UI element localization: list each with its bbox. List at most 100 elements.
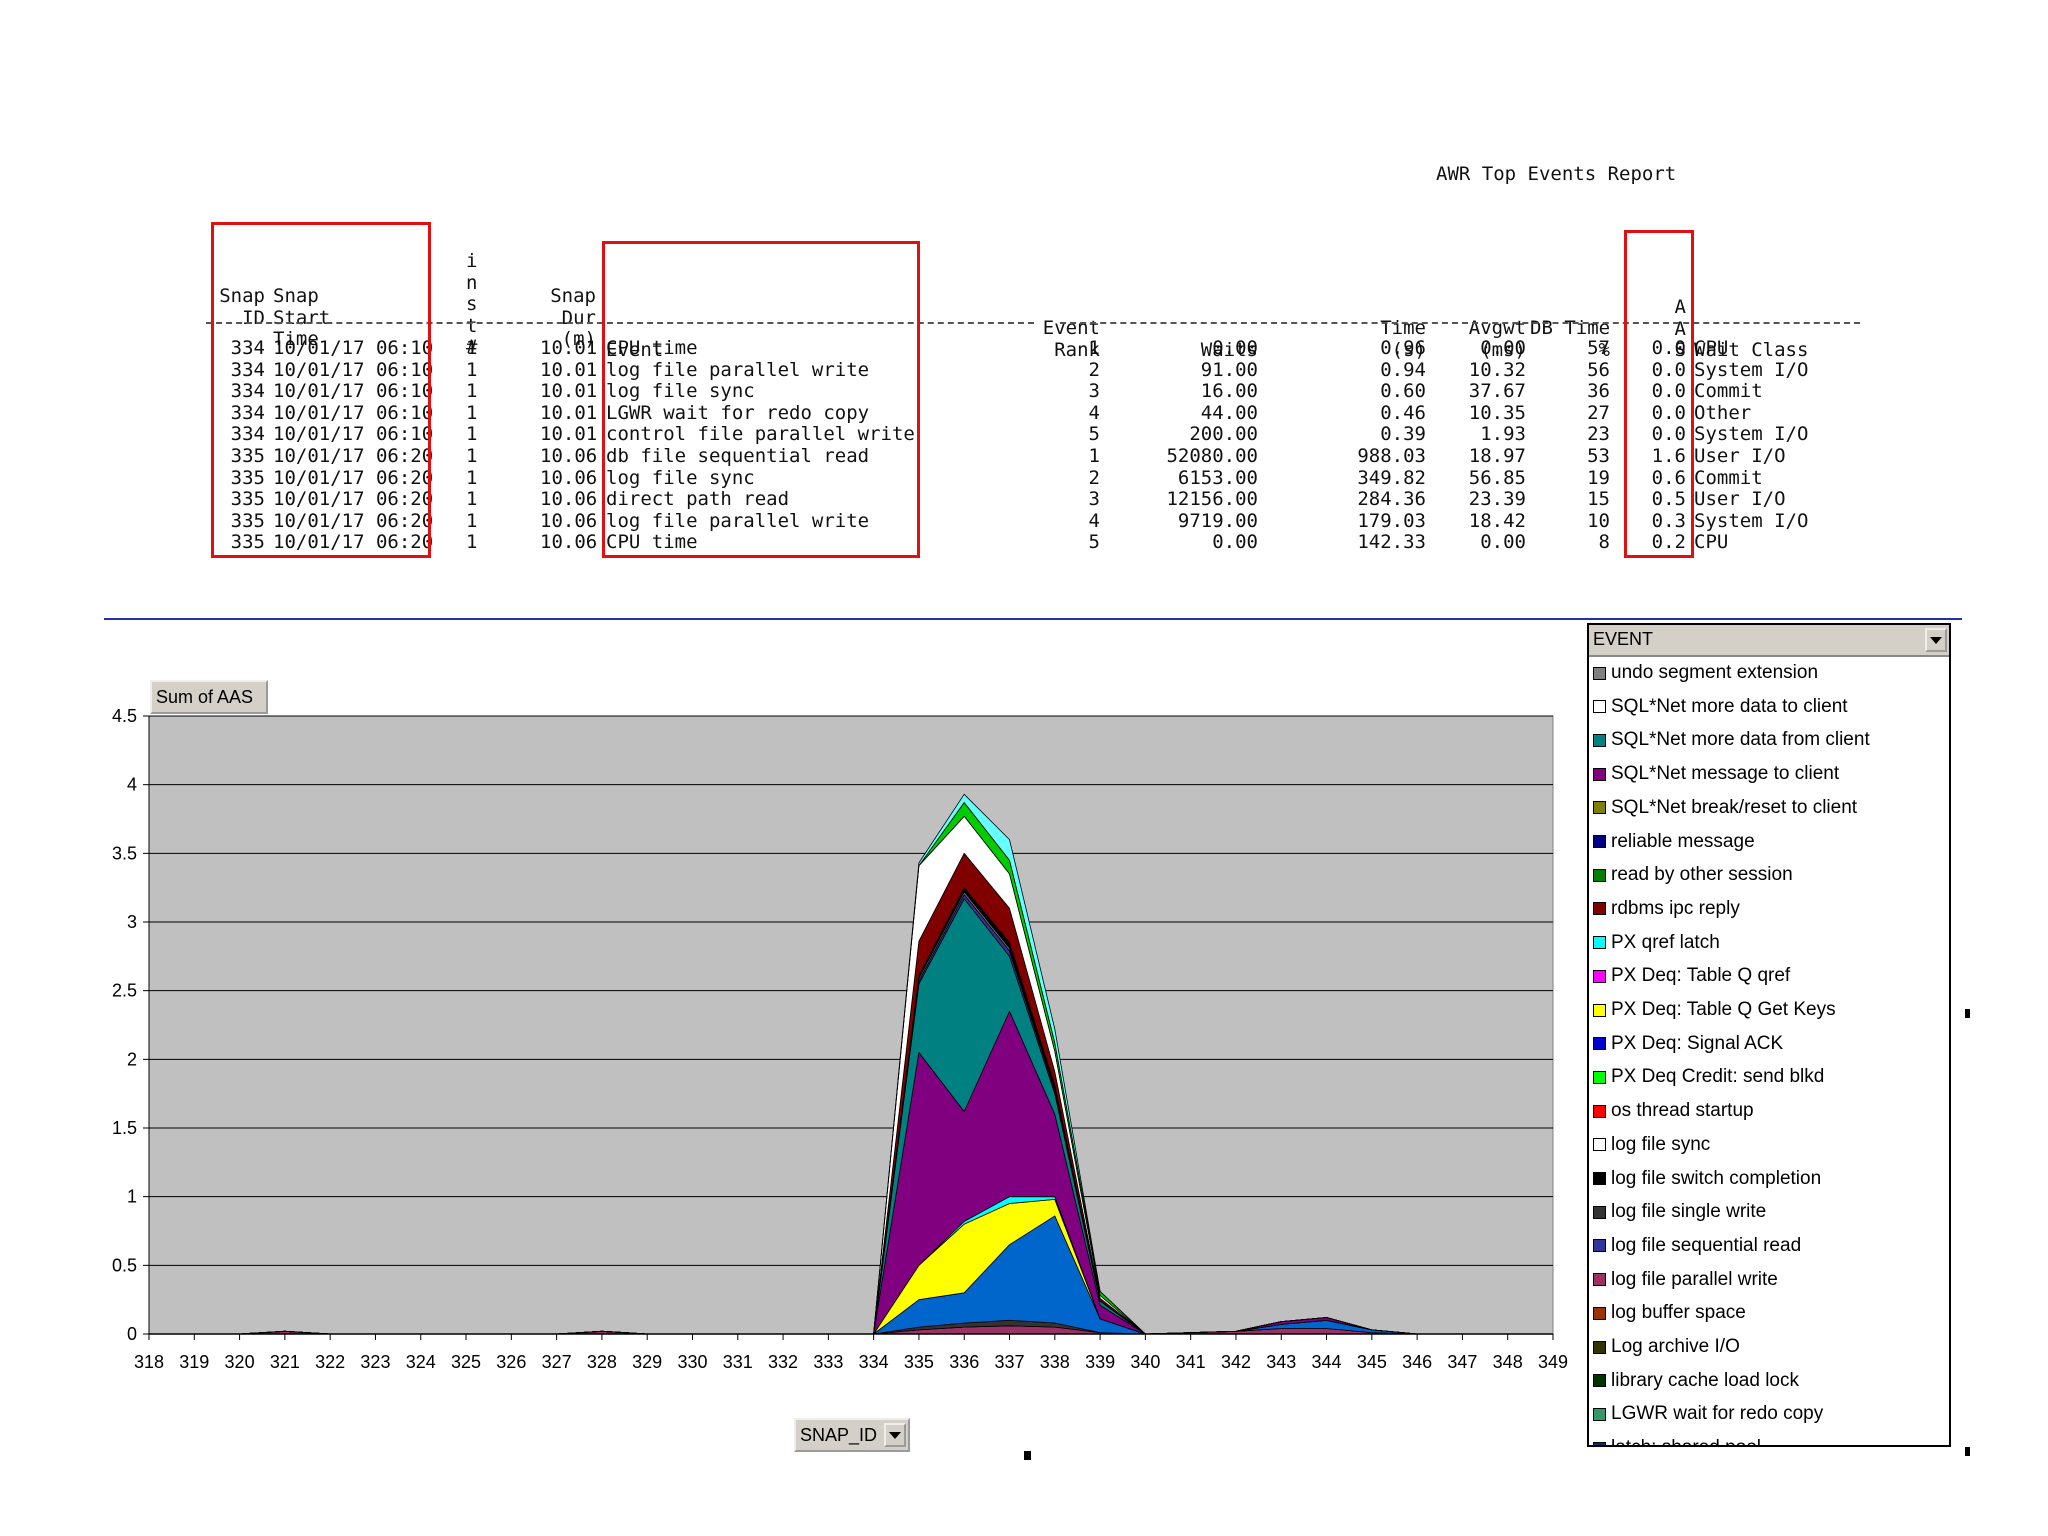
legend-swatch [1593,700,1606,714]
x-tick-label: 344 [1312,1352,1342,1372]
chevron-down-icon[interactable] [884,1423,906,1447]
legend-swatch [1593,767,1606,781]
legend-item[interactable]: read by other session [1593,859,1793,891]
wait-class-cell: User I/O [1694,488,1786,511]
report-title: AWR Top Events Report [1436,163,1677,185]
event-field-dropdown[interactable]: EVENT [1589,625,1949,657]
x-tick-label: 346 [1402,1352,1432,1372]
selection-handle[interactable] [1965,1009,1970,1018]
legend-item[interactable]: Log archive I/O [1593,1331,1740,1363]
time-cell: 349.82 [1357,466,1426,489]
legend-item[interactable]: PX Deq: Signal ACK [1593,1028,1783,1060]
snap-start-cell: 10/01/17 06:20 [273,488,434,511]
event-field-label: EVENT [1593,629,1654,649]
event-legend[interactable]: EVENT undo segment extension SQL*Net more… [1587,623,1951,1447]
legend-item[interactable]: log file sync [1593,1129,1710,1161]
x-tick-label: 335 [904,1352,934,1372]
legend-swatch [1593,1003,1606,1017]
legend-item[interactable]: LGWR wait for redo copy [1593,1398,1823,1430]
legend-item[interactable]: SQL*Net message to client [1593,758,1839,790]
event-rank-cell: 3 [1088,488,1100,511]
highlight-aas-column [1624,230,1694,558]
x-tick-label: 323 [360,1352,390,1372]
snap-id-cell: 335 [230,445,265,467]
event-cell: log file sync [606,380,755,403]
y-tick-label: 2.5 [112,981,137,1001]
x-tick-label: 321 [270,1352,300,1372]
aas-cell: 1.6 [1651,445,1686,467]
legend-swatch [1593,835,1606,848]
snap-id-field-label: SNAP_ID [800,1424,878,1445]
inst-cell: 1 [466,401,478,424]
legend-item[interactable]: reliable message [1593,826,1755,858]
legend-item[interactable]: PX Deq Credit: send blkd [1593,1061,1824,1093]
time-cell: 0.60 [1380,380,1426,403]
legend-swatch [1593,1407,1606,1421]
aas-cell: 0.5 [1651,488,1686,511]
legend-label: Log archive I/O [1611,1336,1740,1357]
snap-id-cell: 334 [230,401,265,424]
selection-handle[interactable] [1965,1447,1970,1456]
legend-swatch [1593,1037,1606,1051]
legend-label: SQL*Net message to client [1611,763,1840,785]
legend-item[interactable]: log file parallel write [1593,1264,1778,1296]
event-cell: CPU time [606,531,698,554]
legend-swatch [1593,1172,1606,1185]
avgwt-cell: 10.35 [1468,401,1526,424]
legend-item[interactable]: PX Deq: Table Q qref [1593,960,1790,992]
legend-item[interactable]: log file switch completion [1593,1163,1821,1195]
legend-label: log file switch completion [1611,1167,1822,1189]
y-tick-label: 0.5 [112,1255,137,1275]
selection-handle[interactable] [1024,1451,1031,1460]
waits-cell: 0.00 [1212,531,1258,554]
x-tick-label: 331 [723,1352,753,1372]
x-tick-label: 333 [813,1352,843,1372]
waits-cell: 12156.00 [1166,488,1258,511]
y-tick-label: 3 [127,912,137,932]
legend-swatch [1593,733,1606,747]
event-rank-cell: 1 [1088,337,1100,359]
aas-cell: 0.0 [1651,423,1686,446]
sum-of-aas-field-button[interactable]: Sum of AAS [150,680,268,714]
y-tick-label: 3.5 [112,843,137,863]
snap-start-cell: 10/01/17 06:20 [273,445,434,467]
snap-id-cell: 335 [230,531,265,554]
legend-item[interactable]: PX qref latch [1593,927,1720,959]
db-time-cell: 53 [1587,445,1610,467]
legend-item[interactable]: library cache load lock [1593,1365,1799,1397]
legend-item[interactable]: SQL*Net more data from client [1593,724,1870,756]
event-cell: direct path read [606,488,790,511]
legend-item[interactable]: PX Deq: Table Q Get Keys [1593,994,1836,1026]
snap-start-cell: 10/01/17 06:20 [273,509,434,532]
event-cell: log file parallel write [606,509,870,532]
header-wait-class: Wait Class [1694,339,1809,361]
chevron-down-icon[interactable] [1925,628,1947,652]
legend-label: PX Deq: Table Q qref [1611,965,1791,987]
legend-label: SQL*Net more data to client [1611,695,1848,717]
legend-item[interactable]: log buffer space [1593,1297,1746,1329]
legend-label: log buffer space [1611,1302,1746,1324]
legend-label: LGWR wait for redo copy [1611,1403,1824,1425]
y-tick-label: 4.5 [112,706,137,726]
legend-item[interactable]: log file single write [1593,1196,1766,1228]
legend-item[interactable]: SQL*Net more data to client [1593,691,1848,723]
legend-swatch [1593,868,1606,882]
inst-cell: 1 [466,488,478,511]
snap-start-cell: 10/01/17 06:10 [273,423,434,446]
legend-swatch [1593,1239,1606,1253]
legend-item[interactable]: log file sequential read [1593,1230,1801,1262]
db-time-cell: 23 [1587,423,1610,446]
legend-label: library cache load lock [1611,1369,1799,1391]
legend-item[interactable]: latch: shared pool [1593,1432,1761,1445]
legend-item[interactable]: os thread startup [1593,1095,1754,1127]
legend-item[interactable]: undo segment extension [1593,657,1818,689]
legend-item[interactable]: rdbms ipc reply [1593,893,1740,925]
aas-cell: 0.3 [1651,509,1686,532]
wait-class-cell: System I/O [1694,358,1809,381]
legend-swatch [1593,1104,1606,1118]
aas-cell: 0.0 [1651,337,1686,359]
snap-id-field-dropdown[interactable]: SNAP_ID [794,1418,910,1452]
legend-item[interactable]: SQL*Net break/reset to client [1593,792,1857,824]
legend-label: PX Deq: Table Q Get Keys [1611,999,1836,1020]
time-cell: 179.03 [1357,509,1426,532]
